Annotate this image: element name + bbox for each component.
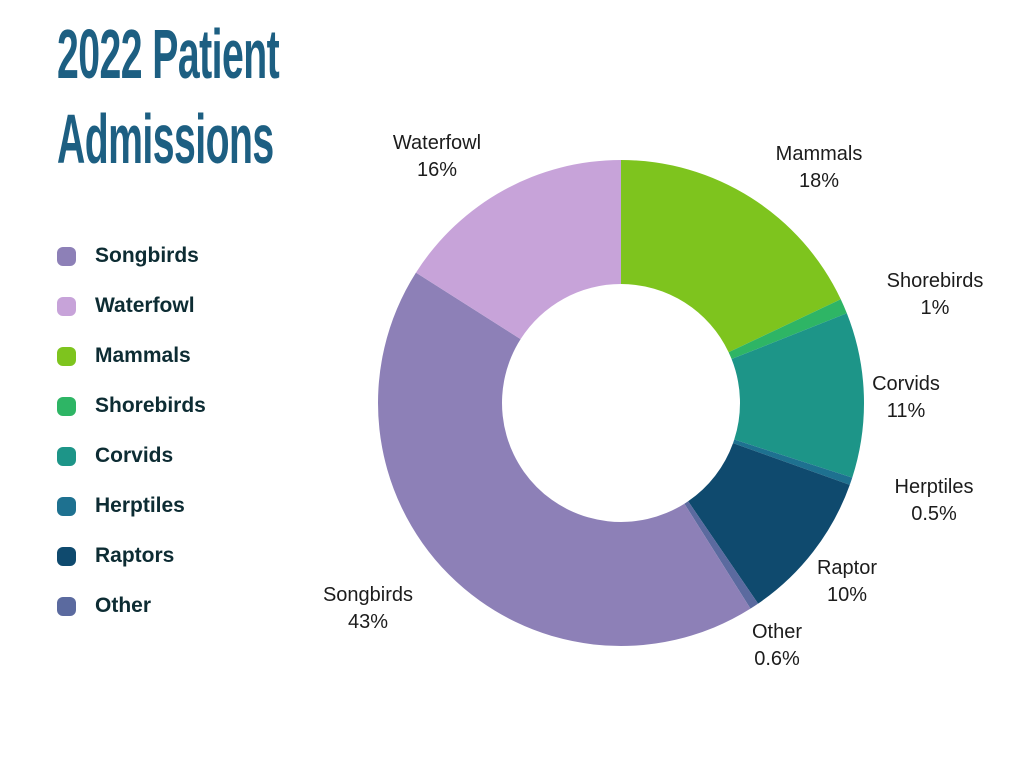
slice-label-name: Waterfowl	[392, 132, 482, 154]
legend-label-herptiles: Herptiles	[95, 494, 185, 517]
slice-label-songbirds: Songbirds 43%	[278, 582, 458, 636]
slice-label-percent: 11%	[886, 400, 926, 422]
slice-label-other: Other 0.6%	[687, 619, 867, 673]
legend-label-raptors: Raptors	[95, 544, 175, 567]
slice-label-percent: 0.5%	[911, 503, 957, 525]
slice-label-percent: 43%	[347, 611, 389, 633]
legend-label-corvids: Corvids	[95, 444, 174, 467]
slice-label-percent: 16%	[416, 159, 458, 181]
slice-label-herptiles: Herptiles 0.5%	[844, 474, 1024, 528]
legend-label-other: Other	[95, 594, 152, 617]
legend-swatch-mammals	[57, 346, 76, 366]
pie-slice-mammals	[621, 159, 841, 353]
slice-label-percent: 18%	[798, 170, 840, 192]
legend-item-raptors: Raptors	[57, 544, 206, 567]
pie-slice-corvids	[731, 313, 865, 478]
page-title: 2022 Patient Admissions	[57, 12, 280, 182]
pie-slice-herptiles	[733, 439, 853, 485]
legend-item-corvids: Corvids	[57, 444, 206, 467]
slice-label-percent: 0.6%	[754, 648, 800, 670]
legend-swatch-corvids	[57, 446, 76, 466]
slice-label-percent: 10%	[826, 584, 868, 606]
slice-label-waterfowl: Waterfowl 16%	[347, 130, 527, 184]
legend-label-songbirds: Songbirds	[95, 244, 199, 267]
legend-item-shorebirds: Shorebirds	[57, 394, 206, 417]
slice-label-raptor: Raptor 10%	[757, 555, 937, 609]
pie-slice-raptor	[688, 443, 850, 604]
legend-swatch-shorebirds	[57, 396, 76, 416]
slice-label-name: Mammals	[775, 143, 863, 165]
pie-slice-shorebirds	[728, 299, 847, 360]
legend-item-songbirds: Songbirds	[57, 244, 206, 267]
legend-item-herptiles: Herptiles	[57, 494, 206, 517]
legend-item-mammals: Mammals	[57, 344, 206, 367]
pie-slice-songbirds	[378, 272, 751, 646]
page-title-line1: 2022 Patient	[57, 15, 280, 93]
legend: Songbirds Waterfowl Mammals Shorebirds Corvi…	[57, 244, 206, 617]
legend-swatch-waterfowl	[57, 296, 76, 316]
legend-item-other: Other	[57, 594, 206, 617]
legend-item-waterfowl: Waterfowl	[57, 294, 206, 317]
legend-swatch-raptors	[57, 546, 76, 566]
pie-slice-waterfowl	[415, 160, 621, 340]
slice-label-name: Songbirds	[322, 584, 414, 606]
slice-label-name: Corvids	[872, 373, 940, 395]
page-title-line2: Admissions	[57, 100, 274, 178]
legend-label-shorebirds: Shorebirds	[95, 394, 206, 417]
slice-label-name: Other	[751, 621, 803, 643]
slice-label-shorebirds: Shorebirds 1%	[845, 268, 1024, 322]
slice-label-name: Raptor	[816, 557, 878, 579]
legend-swatch-herptiles	[57, 496, 76, 516]
slice-label-name: Herptiles	[894, 476, 974, 498]
slice-label-mammals: Mammals 18%	[729, 141, 909, 195]
pie-slice-other	[684, 501, 759, 609]
legend-label-waterfowl: Waterfowl	[95, 294, 195, 317]
slice-label-name: Shorebirds	[886, 270, 984, 292]
slice-label-corvids: Corvids 11%	[816, 371, 996, 425]
legend-swatch-other	[57, 596, 76, 616]
legend-swatch-songbirds	[57, 246, 76, 266]
slice-label-percent: 1%	[920, 297, 950, 319]
legend-label-mammals: Mammals	[95, 344, 191, 367]
